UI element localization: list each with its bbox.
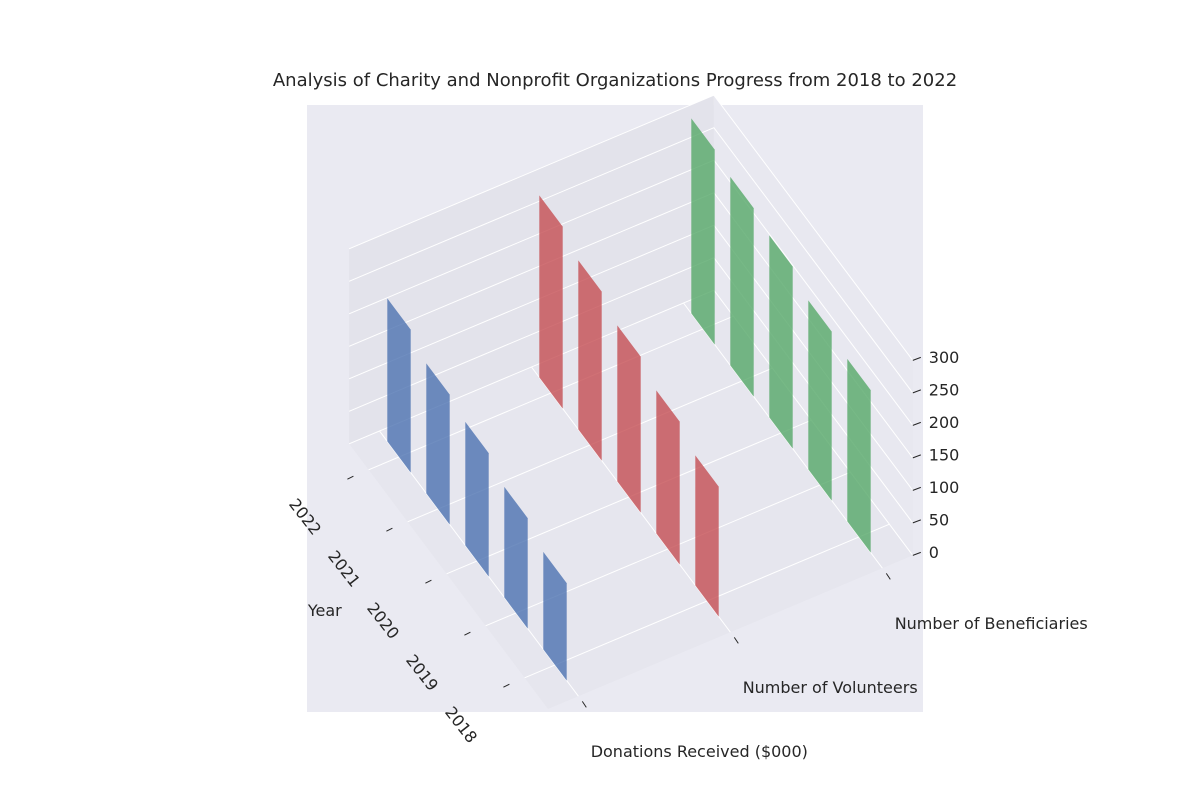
bar — [426, 363, 450, 525]
bar — [539, 195, 563, 409]
z-tick-label: 150 — [929, 445, 960, 464]
grid-line — [348, 94, 914, 361]
z-tick-label: 100 — [929, 478, 960, 497]
x-tick — [386, 527, 393, 532]
bar — [808, 300, 832, 501]
series-label: Number of Volunteers — [743, 678, 918, 697]
z-tick — [912, 421, 921, 426]
z-tick — [912, 454, 921, 459]
x-tick — [347, 475, 354, 480]
z-tick — [912, 356, 921, 361]
bar — [387, 298, 411, 473]
z-tick-label: 300 — [929, 348, 960, 367]
bar — [617, 325, 641, 513]
bar — [730, 176, 754, 397]
x-tick — [425, 579, 432, 584]
z-tick — [912, 551, 921, 556]
x-axis-label: Year — [307, 601, 342, 620]
bar — [504, 486, 528, 629]
bar — [578, 260, 602, 461]
z-tick-label: 250 — [929, 380, 960, 399]
z-tick — [912, 519, 921, 524]
bar — [847, 358, 871, 553]
series-tick — [733, 637, 739, 644]
chart-title: Analysis of Charity and Nonprofit Organi… — [273, 70, 957, 91]
bar — [769, 235, 793, 449]
series-label: Donations Received ($000) — [591, 742, 808, 761]
z-tick-label: 50 — [929, 510, 949, 529]
z-tick — [912, 486, 921, 491]
series-label: Number of Beneficiaries — [895, 614, 1088, 633]
x-tick — [464, 631, 471, 636]
grid-line — [348, 127, 914, 394]
series-tick — [885, 573, 891, 580]
z-tick-label: 200 — [929, 413, 960, 432]
z-tick — [912, 389, 921, 394]
bar — [695, 455, 719, 617]
bar — [465, 421, 489, 577]
x-tick — [503, 683, 510, 688]
series-tick — [581, 701, 587, 708]
z-tick-label: 0 — [929, 543, 939, 562]
bar — [543, 551, 567, 681]
bar — [656, 390, 680, 565]
bar — [691, 118, 715, 345]
